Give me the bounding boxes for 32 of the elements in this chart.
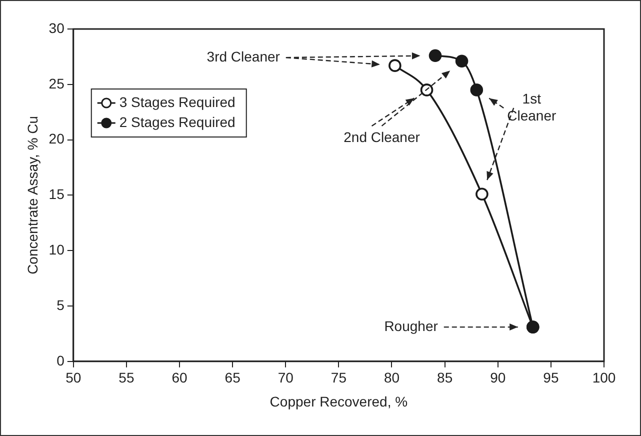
y-tick-label: 0 <box>56 352 65 368</box>
x-tick-label: 50 <box>66 370 82 386</box>
x-tick-label: 60 <box>172 370 188 386</box>
x-tick-label: 65 <box>224 370 241 386</box>
x-tick-label: 90 <box>490 370 506 386</box>
annotation: 1st Cleaner <box>507 90 556 124</box>
x-tick-label: 75 <box>330 370 347 386</box>
annotation: Rougher <box>384 318 438 334</box>
x-tick-label: 80 <box>384 370 400 386</box>
point <box>428 49 442 62</box>
point <box>455 54 468 68</box>
y-axis-title: Concentrate Assay, % Cu <box>24 116 40 274</box>
annotation: 3rd Cleaner <box>206 48 280 64</box>
x-tick-label: 85 <box>437 370 453 386</box>
legend-label: 2 Stages Required <box>119 114 236 130</box>
x-tick-label: 70 <box>278 370 294 386</box>
y-tick-label: 25 <box>48 75 65 92</box>
y-tick-label: 5 <box>56 296 65 313</box>
x-tick-label: 55 <box>118 370 134 386</box>
y-tick-label: 20 <box>48 130 65 147</box>
annotation: 2nd Cleaner <box>344 128 420 145</box>
point <box>476 188 488 200</box>
y-tick-label: 15 <box>48 186 65 202</box>
x-axis-title: Copper Recovered, % <box>270 393 408 410</box>
x-tick-label: 95 <box>543 370 559 386</box>
point <box>388 59 402 72</box>
y-tick-label: 10 <box>48 241 65 258</box>
point <box>420 84 434 96</box>
y-tick-label: 30 <box>48 20 65 36</box>
legend-label: 3 Stages Required <box>119 94 236 110</box>
x-tick-label: 100 <box>592 370 616 386</box>
point <box>470 84 484 96</box>
